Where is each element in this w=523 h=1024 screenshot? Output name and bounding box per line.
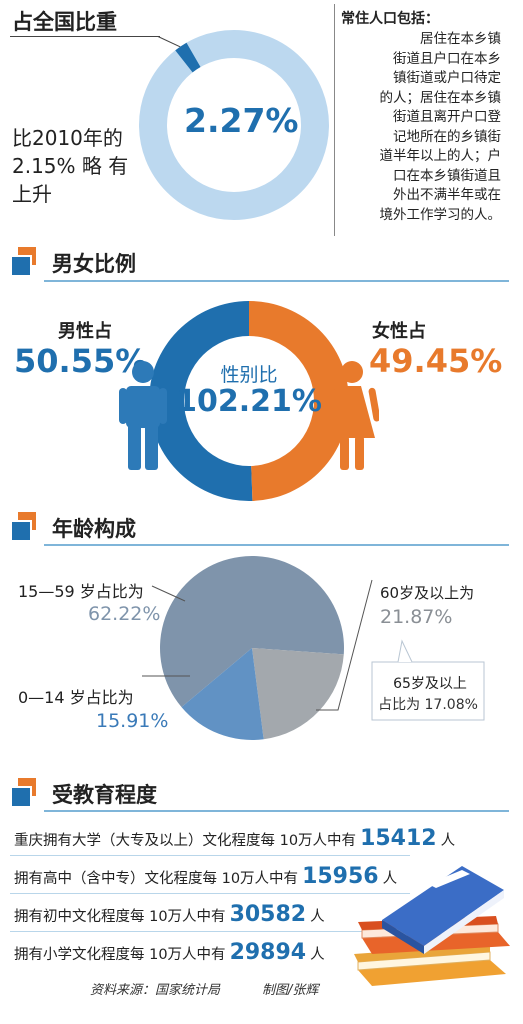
ratio-label: 性别比 — [220, 364, 278, 386]
age-pie — [142, 556, 485, 740]
education-row-number: 15412 — [360, 826, 437, 851]
section-divider — [44, 810, 509, 812]
age-slice-15-59 — [160, 556, 344, 708]
education-row-text: 拥有初中文化程度每 10万人中有 — [14, 909, 226, 925]
female-value: 49.45% — [369, 342, 503, 380]
note-line: 记地所在的乡镇街 — [393, 128, 501, 145]
education-row-text: 拥有小学文化程度每 10万人中有 — [14, 947, 226, 963]
note-box — [334, 4, 507, 236]
male-value: 50.55% — [14, 342, 148, 380]
male-label: 男性占 — [58, 321, 112, 342]
callout-pointer — [397, 639, 413, 663]
note-line: 镇街道或户口待定 — [393, 70, 501, 86]
age-d-line2: 占比为 17.08% — [378, 697, 478, 713]
note-line: 道半年以上的人；户 — [379, 148, 502, 164]
share-title: 占全国比重 — [12, 10, 117, 34]
age-header: 年龄构成 — [0, 508, 523, 548]
share-compare-line2: 2.15% 略 有 — [12, 154, 129, 178]
section-divider — [44, 544, 509, 546]
share-donut-slice — [175, 42, 201, 73]
education-row-unit: 人 — [310, 947, 325, 963]
gender-header: 男女比例 — [0, 242, 523, 282]
leader-line-15-59 — [151, 585, 186, 602]
callout-box-65-plus — [371, 661, 485, 721]
education-row-unit: 人 — [440, 833, 456, 849]
share-title-underline — [10, 36, 160, 37]
age-a-label: 15—59 岁占比为 — [18, 582, 144, 601]
leader-line-60-plus — [316, 579, 373, 711]
education-title: 受教育程度 — [52, 783, 157, 807]
section-icon — [10, 778, 36, 808]
female-label: 女性占 — [372, 321, 426, 342]
note-text: 居住在本乡镇街道且户口在本乡 镇街道或户口待定的人；居住在本乡镇街道且离开户口登记… — [341, 30, 502, 225]
note-title: 常住人口包括： — [341, 11, 439, 27]
age-title: 年龄构成 — [52, 517, 136, 541]
note-line: 街道且户口在本乡 — [393, 50, 501, 67]
section-icon — [10, 247, 36, 277]
share-compare-line3: 上升 — [12, 182, 52, 206]
share-donut-ring — [139, 30, 329, 220]
male-figure-icon — [119, 361, 167, 470]
education-row-unit: 人 — [382, 871, 398, 887]
age-d-line1: 65岁及以上 — [393, 676, 467, 692]
ratio-value: 102.21% — [176, 384, 322, 419]
note-line: 的人；居住在本乡镇 — [379, 89, 502, 106]
footer-credit: 制图/张辉 — [262, 983, 319, 998]
education-row-number: 15956 — [302, 864, 379, 889]
note-line: 街道且离开户口登 — [393, 109, 501, 125]
note-line: 境外工作学习的人。 — [379, 206, 502, 223]
age-b-value: 15.91% — [96, 710, 169, 732]
age-c-label: 60岁及以上为 — [380, 584, 475, 602]
note-line: 居住在本乡镇 — [420, 31, 501, 47]
section-icon — [10, 512, 36, 542]
books-icon — [354, 866, 510, 986]
age-slice-0-14 — [181, 648, 264, 740]
age-a-value: 62.22% — [88, 603, 161, 625]
education-header: 受教育程度 — [0, 774, 523, 814]
female-figure-icon — [325, 361, 379, 470]
gender-donut — [148, 301, 349, 501]
gender-donut-hole — [184, 336, 314, 466]
row-divider — [10, 931, 410, 932]
footer-source: 资料来源：国家统计局 — [90, 983, 221, 998]
share-donut — [139, 30, 329, 220]
section-divider — [44, 280, 509, 282]
education-row: 拥有初中文化程度每 10万人中有 30582 人 — [14, 902, 325, 927]
age-slice-60-plus — [252, 648, 344, 740]
education-row: 拥有小学文化程度每 10万人中有 29894 人 — [14, 940, 325, 965]
education-row-text: 重庆拥有大学（大专及以上）文化程度每 10万人中有 — [14, 833, 357, 849]
share-compare-line1: 比2010年的 — [12, 126, 123, 150]
education-row-number: 29894 — [229, 940, 307, 965]
row-divider — [10, 893, 410, 894]
share-value: 2.27% — [184, 101, 299, 140]
note-line: 口在本乡镇街道且 — [393, 167, 501, 184]
gender-title: 男女比例 — [52, 252, 136, 276]
education-row: 重庆拥有大学（大专及以上）文化程度每 10万人中有 15412 人 — [14, 826, 455, 851]
education-row-number: 30582 — [229, 902, 307, 927]
age-c-value: 21.87% — [380, 606, 453, 628]
education-row-text: 拥有高中（含中专）文化程度每 10万人中有 — [14, 871, 299, 887]
age-b-label: 0—14 岁占比为 — [18, 688, 134, 707]
education-row-unit: 人 — [310, 909, 325, 925]
education-row: 拥有高中（含中专）文化程度每 10万人中有 15956 人 — [14, 864, 397, 889]
note-line: 外出不满半年或在 — [393, 187, 501, 203]
row-divider — [10, 855, 410, 856]
